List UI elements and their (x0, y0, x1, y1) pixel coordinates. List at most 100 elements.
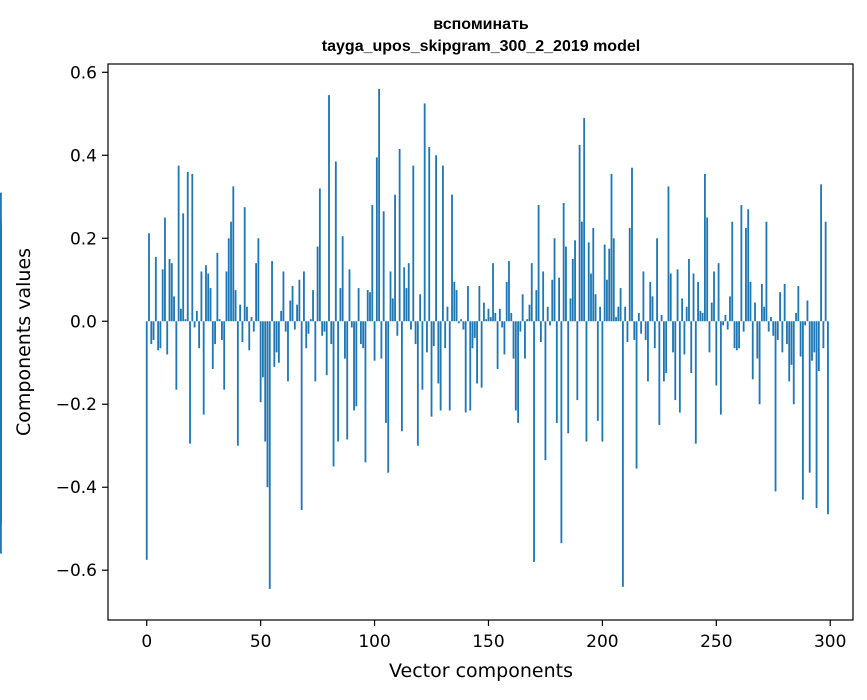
bar-5 (157, 321, 160, 351)
bar-251 (717, 263, 720, 322)
bar-37 (230, 221, 232, 322)
bar-27 (207, 273, 210, 322)
bar-71 (307, 321, 310, 334)
bar-58 (277, 321, 280, 363)
bar-208 (619, 288, 622, 322)
bar-116 (410, 321, 412, 330)
bar-180 (555, 321, 558, 423)
bar-22 (195, 310, 198, 322)
bar-undefined (0, 321, 2, 355)
bar-237 (685, 306, 688, 322)
y-tick-label: 0.2 (70, 229, 97, 249)
bar-142 (469, 321, 472, 411)
bar-259 (735, 321, 738, 351)
bar-253 (722, 321, 725, 326)
bar-19 (189, 321, 191, 444)
bar-111 (398, 149, 401, 322)
bar-258 (733, 321, 736, 349)
bar-193 (585, 321, 588, 442)
bar-147 (480, 321, 483, 388)
bar-286 (797, 285, 800, 322)
bar-98 (369, 292, 371, 322)
bar-75 (316, 246, 319, 322)
bar-242 (697, 281, 699, 322)
bar-202 (606, 279, 608, 322)
bar-9 (166, 321, 169, 355)
bar-15 (179, 308, 182, 322)
bar-11 (170, 263, 173, 322)
bar-undefined (0, 283, 2, 322)
bar-203 (608, 248, 611, 322)
bar-135 (453, 281, 456, 322)
bar-151 (489, 317, 492, 322)
bar-51 (262, 321, 264, 378)
bar-132 (446, 306, 449, 322)
bar-59 (280, 310, 283, 322)
chart-title-line2: tayga_upos_skipgram_300_2_2019 model (322, 38, 640, 55)
bar-43 (243, 207, 246, 322)
bar-63 (289, 300, 292, 322)
bar-8 (164, 217, 166, 322)
bar-118 (414, 321, 417, 345)
bar-17 (184, 319, 187, 322)
bar-218 (642, 271, 645, 322)
bar-277 (776, 321, 779, 340)
bar-57 (275, 321, 278, 353)
bar-53 (266, 321, 269, 488)
bar-182 (560, 321, 563, 544)
bar-200 (601, 321, 604, 442)
bar-239 (690, 321, 693, 374)
bar-113 (403, 267, 406, 322)
bar-199 (599, 306, 602, 322)
bar-149 (485, 319, 488, 322)
bar-255 (726, 321, 729, 330)
bar-83 (334, 161, 337, 322)
bar-175 (544, 321, 547, 461)
bar-77 (321, 321, 324, 336)
bar-61 (284, 321, 287, 332)
bar-72 (309, 319, 312, 322)
bar-212 (628, 227, 631, 322)
bar-266 (751, 321, 754, 380)
bar-167 (526, 319, 529, 322)
bar-227 (662, 321, 665, 382)
bar-121 (421, 321, 424, 390)
bar-undefined (0, 321, 2, 554)
bar-78 (323, 321, 326, 332)
bar-196 (592, 227, 595, 322)
bar-279 (781, 321, 784, 353)
bar-74 (314, 321, 317, 382)
bar-234 (678, 321, 681, 413)
bar-176 (546, 306, 549, 322)
bar-93 (357, 288, 360, 322)
bar-126 (432, 321, 435, 347)
x-tick-label: 0 (141, 632, 152, 652)
bar-162 (514, 321, 517, 411)
bar-241 (694, 321, 697, 444)
bar-217 (640, 321, 643, 334)
bar-269 (758, 321, 761, 405)
bar-29 (211, 321, 214, 369)
bar-262 (742, 321, 745, 332)
bar-231 (672, 321, 674, 353)
bar-168 (528, 304, 531, 322)
y-tick-label: −0.2 (56, 395, 97, 415)
bar-67 (298, 279, 301, 322)
bar-47 (252, 321, 255, 332)
bar-164 (519, 321, 522, 332)
bar-23 (198, 321, 201, 349)
bar-62 (287, 321, 289, 382)
bar-187 (571, 259, 574, 322)
bar-64 (291, 285, 294, 322)
bar-264 (747, 209, 750, 322)
bar-134 (451, 194, 453, 322)
bar-152 (492, 263, 494, 322)
bar-285 (795, 312, 797, 322)
bar-290 (806, 300, 809, 322)
bar-26 (205, 265, 207, 322)
bar-209 (621, 321, 624, 587)
bar-127 (435, 155, 437, 322)
bar-163 (517, 321, 519, 423)
